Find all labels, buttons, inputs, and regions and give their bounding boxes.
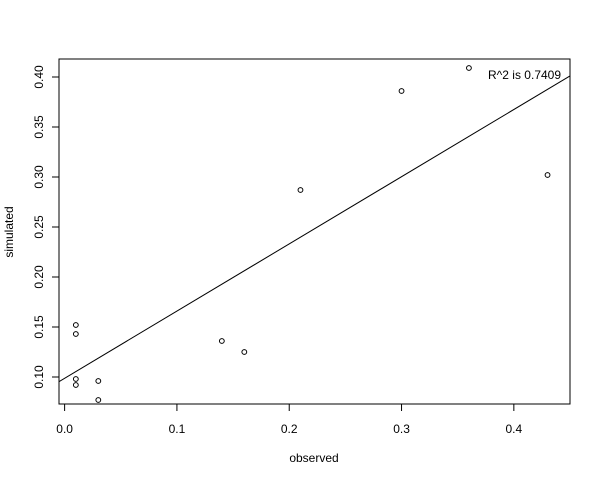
y-tick-label: 0.20 <box>32 265 46 289</box>
data-point <box>72 331 79 337</box>
y-axis-label: simulated <box>2 206 16 257</box>
data-points <box>72 65 551 403</box>
data-point <box>218 338 225 344</box>
x-tick-label: 0.3 <box>393 422 410 436</box>
data-point <box>72 322 79 328</box>
x-tick-label: 0.2 <box>281 422 298 436</box>
data-point <box>297 187 304 193</box>
y-tick-label: 0.35 <box>32 115 46 139</box>
data-point <box>241 349 248 355</box>
data-point <box>544 172 551 178</box>
x-tick-label: 0.1 <box>169 422 186 436</box>
y-tick-label: 0.10 <box>32 365 46 389</box>
x-axis: 0.0 0.1 0.2 0.3 0.4 <box>56 403 523 436</box>
data-point <box>72 382 79 388</box>
y-tick-label: 0.40 <box>32 65 46 89</box>
regression-line <box>58 75 571 383</box>
y-axis: 0.10 0.15 0.20 0.25 0.30 0.35 0.40 <box>32 65 60 389</box>
r-squared-annotation: R^2 is 0.7409 <box>488 68 561 82</box>
data-point <box>466 65 472 71</box>
plot-frame <box>58 58 571 405</box>
data-point <box>95 397 102 403</box>
y-tick-label: 0.30 <box>32 165 46 189</box>
y-tick-label: 0.15 <box>32 315 46 339</box>
data-point <box>72 376 79 382</box>
y-tick-label: 0.25 <box>32 215 46 239</box>
x-tick-label: 0.0 <box>56 422 73 436</box>
x-axis-label: observed <box>289 451 338 465</box>
x-tick-label: 0.4 <box>506 422 523 436</box>
data-point <box>398 88 405 94</box>
data-point <box>95 378 102 384</box>
